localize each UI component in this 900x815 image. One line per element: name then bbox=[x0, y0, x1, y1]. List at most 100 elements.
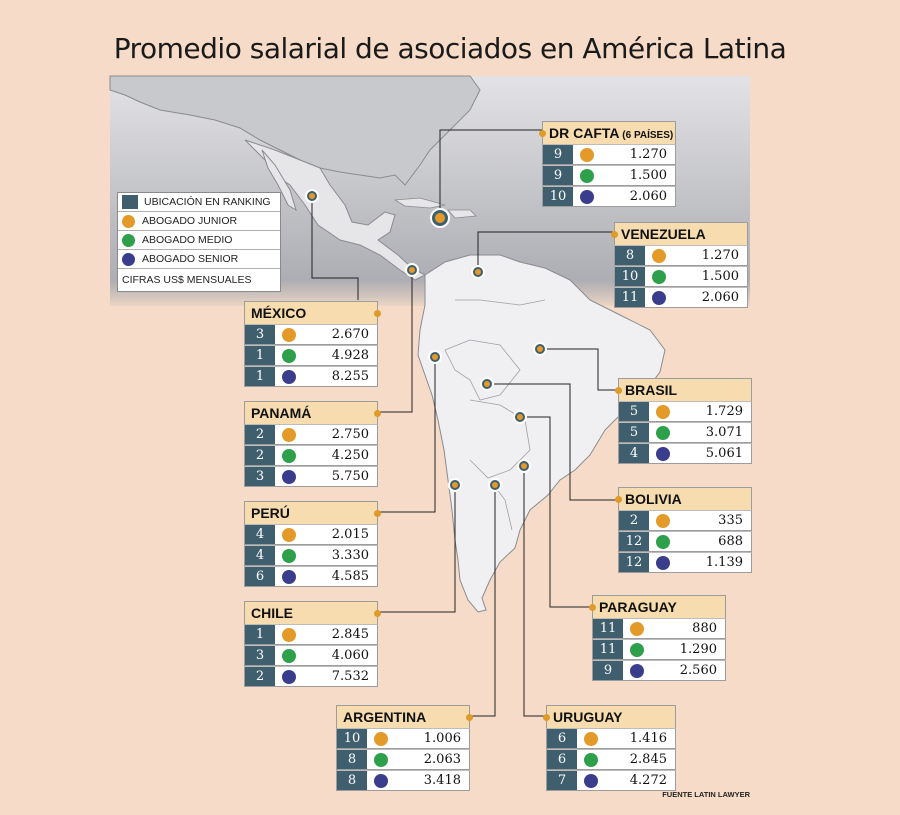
country-name: CHILE bbox=[251, 605, 293, 621]
junior-dot-icon bbox=[282, 627, 296, 642]
table-venezuela: VENEZUELA 8 1.270 10 1.500 11 2.060 bbox=[611, 222, 748, 308]
ranking-cell: 8 bbox=[337, 750, 367, 769]
salary-row-senior: 2 7.532 bbox=[244, 666, 378, 687]
ranking-cell: 8 bbox=[337, 771, 367, 790]
salary-row-junior: 6 1.416 bbox=[546, 728, 676, 749]
level-cell bbox=[649, 532, 677, 551]
level-cell bbox=[367, 771, 395, 790]
salary-row-senior: 1 8.255 bbox=[244, 366, 378, 387]
salary-row-senior: 11 2.060 bbox=[614, 287, 748, 308]
table-uruguay: URUGUAY 6 1.416 6 2.845 7 4.272 bbox=[543, 705, 676, 791]
connector-pin-icon bbox=[543, 714, 550, 721]
country-header: ARGENTINA bbox=[336, 705, 473, 728]
level-cell bbox=[275, 325, 303, 344]
medio-dot-icon bbox=[656, 534, 670, 549]
ranking-cell: 6 bbox=[547, 729, 577, 748]
junior-dot-icon bbox=[584, 731, 598, 746]
hispaniola-island bbox=[447, 209, 477, 219]
salary-row-senior: 8 3.418 bbox=[336, 770, 470, 791]
connector-pin-icon bbox=[589, 604, 596, 611]
country-name: PANAMÁ bbox=[251, 405, 312, 421]
medio-dot-icon bbox=[584, 752, 598, 767]
junior-dot-icon bbox=[282, 327, 296, 342]
level-cell bbox=[645, 267, 673, 286]
level-cell bbox=[645, 246, 673, 265]
country-name: MÉXICO bbox=[251, 305, 307, 321]
level-cell bbox=[649, 553, 677, 572]
legend-senior-label: ABOGADO SENIOR bbox=[142, 253, 239, 265]
medio-dot-icon bbox=[652, 269, 666, 284]
ranking-cell: 2 bbox=[245, 667, 275, 686]
level-cell bbox=[649, 444, 677, 463]
source-credit: FUENTE LATIN LAWYER bbox=[662, 790, 750, 799]
junior-dot-icon bbox=[630, 621, 644, 636]
salary-row-senior: 9 2.560 bbox=[592, 660, 726, 681]
senior-dot-icon bbox=[584, 773, 598, 788]
salary-value: 2.060 bbox=[701, 290, 739, 305]
medio-dot-icon bbox=[282, 348, 296, 363]
table-paraguay: PARAGUAY 11 880 11 1.290 9 2.560 bbox=[589, 595, 726, 681]
ranking-cell: 6 bbox=[547, 750, 577, 769]
salary-row-junior: 8 1.270 bbox=[614, 245, 748, 266]
level-cell bbox=[275, 567, 303, 586]
table-argentina: ARGENTINA 10 1.006 8 2.063 8 3.418 bbox=[336, 705, 473, 791]
level-cell bbox=[577, 771, 605, 790]
junior-dot-icon bbox=[282, 427, 296, 442]
senior-dot-icon bbox=[374, 773, 388, 788]
salary-row-junior: 10 1.006 bbox=[336, 728, 470, 749]
salary-row-medio: 12 688 bbox=[618, 531, 752, 552]
junior-dot-icon bbox=[374, 731, 388, 746]
salary-value: 1.006 bbox=[423, 731, 461, 746]
country-header: DR CAFTA (6 PAÍSES) bbox=[539, 121, 676, 144]
table-mexico: MÉXICO 3 2.670 1 4.928 1 8.255 bbox=[244, 301, 381, 387]
ranking-swatch-icon bbox=[122, 195, 138, 209]
ranking-cell: 5 bbox=[619, 423, 649, 442]
salary-row-junior: 2 2.750 bbox=[244, 424, 378, 445]
north-america-land bbox=[109, 75, 481, 186]
level-cell bbox=[275, 546, 303, 565]
country-name: VENEZUELA bbox=[621, 226, 706, 242]
country-name: PERÚ bbox=[251, 505, 290, 521]
salary-row-junior: 9 1.270 bbox=[542, 144, 676, 165]
salary-row-junior: 4 2.015 bbox=[244, 524, 378, 545]
salary-row-medio: 3 4.060 bbox=[244, 645, 378, 666]
country-header: BRASIL bbox=[615, 378, 752, 401]
salary-value: 4.250 bbox=[331, 448, 369, 463]
level-cell bbox=[275, 446, 303, 465]
salary-value: 2.670 bbox=[331, 327, 369, 342]
salary-row-junior: 3 2.670 bbox=[244, 324, 378, 345]
legend-units: CIFRAS US$ MENSUALES bbox=[118, 269, 280, 291]
connector-pin-icon bbox=[374, 510, 381, 517]
level-cell bbox=[573, 187, 601, 206]
salary-value: 4.272 bbox=[629, 773, 667, 788]
connector-pin-icon bbox=[539, 130, 546, 137]
ranking-cell: 8 bbox=[615, 246, 645, 265]
legend-units-label: CIFRAS US$ MENSUALES bbox=[122, 274, 252, 286]
country-name: PARAGUAY bbox=[599, 599, 677, 615]
salary-value: 3.071 bbox=[705, 425, 743, 440]
level-cell bbox=[577, 729, 605, 748]
baja-california-land bbox=[261, 149, 297, 212]
senior-dot-icon bbox=[282, 669, 296, 684]
legend-medio: ABOGADO MEDIO bbox=[118, 231, 280, 250]
salary-row-senior: 3 5.750 bbox=[244, 466, 378, 487]
country-name: DR CAFTA bbox=[549, 125, 620, 141]
connector-pin-icon bbox=[611, 231, 618, 238]
salary-row-medio: 11 1.290 bbox=[592, 639, 726, 660]
salary-value: 3.330 bbox=[331, 548, 369, 563]
medio-dot-icon bbox=[374, 752, 388, 767]
country-note: (6 PAÍSES) bbox=[619, 130, 674, 141]
country-header: CHILE bbox=[244, 601, 381, 624]
ranking-cell: 9 bbox=[543, 145, 573, 164]
ranking-cell: 10 bbox=[337, 729, 367, 748]
table-panama: PANAMÁ 2 2.750 2 4.250 3 5.750 bbox=[244, 401, 381, 487]
salary-value: 2.063 bbox=[423, 752, 461, 767]
ranking-cell: 10 bbox=[615, 267, 645, 286]
medio-dot-icon bbox=[282, 548, 296, 563]
medio-dot-icon bbox=[580, 168, 594, 183]
salary-value: 1.500 bbox=[701, 269, 739, 284]
country-name: BOLIVIA bbox=[625, 491, 682, 507]
ranking-cell: 9 bbox=[543, 166, 573, 185]
ranking-cell: 3 bbox=[245, 467, 275, 486]
medio-dot-icon bbox=[282, 448, 296, 463]
